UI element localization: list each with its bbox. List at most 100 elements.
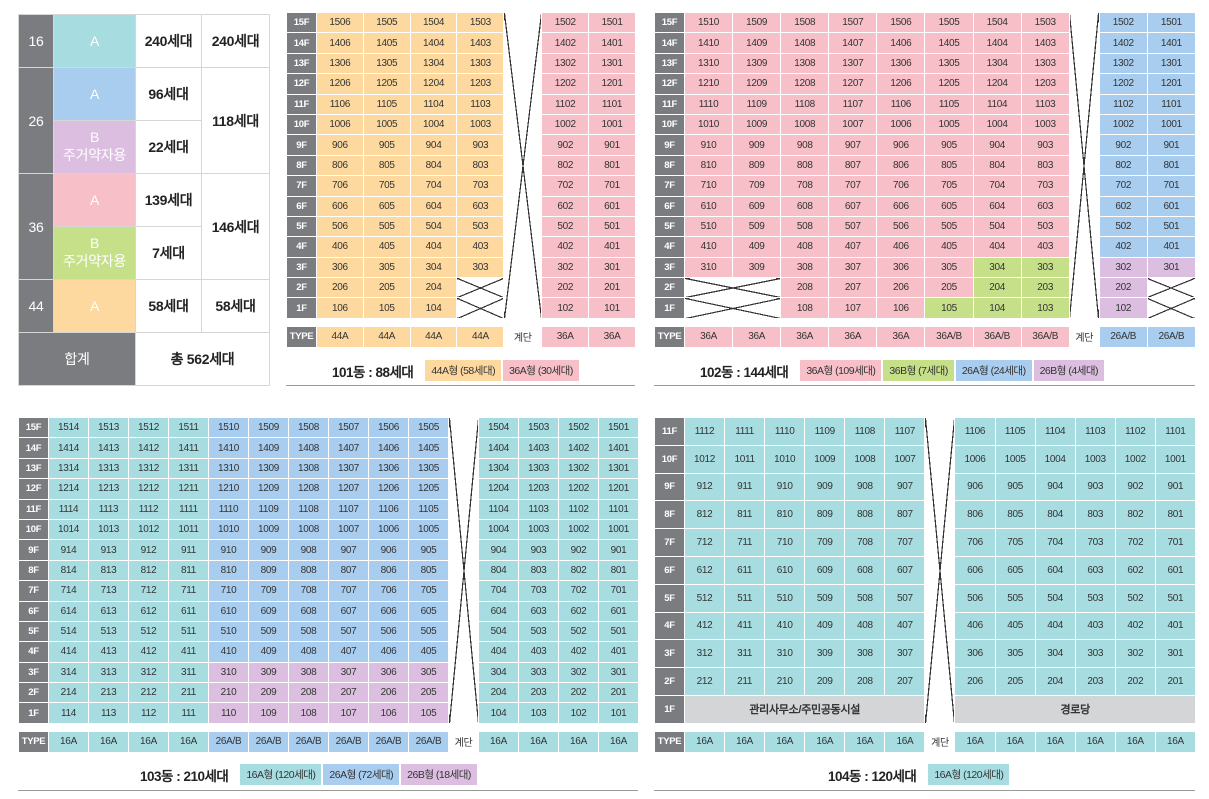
unit-cell: 710 (764, 528, 806, 557)
floor-label: 13F (18, 457, 49, 480)
table-row: 15F 1510 1509 1508 1507 1506 1505 1504 1503 1502 1… (654, 11, 1196, 319)
unit-cell: 105 (408, 702, 449, 724)
unit-cell: 1207 (328, 478, 369, 500)
type-label: TYPE (18, 730, 49, 753)
floor-label: 5F (18, 620, 49, 643)
ground-facility-left: 관리사무소/주민공동시설 (683, 694, 926, 724)
type-label: TYPE (654, 325, 685, 348)
type-cell: 16A (558, 730, 599, 753)
unit-cell: 405 (408, 641, 449, 663)
unit-cell: 607 (328, 600, 369, 622)
unit-cell: 907 (828, 134, 878, 156)
summary-subtype-note: 주거약자용 (63, 147, 126, 163)
unit-cell: 403 (456, 236, 505, 258)
floor-label: 11F (18, 498, 49, 520)
unit-cell: 507 (884, 583, 926, 613)
unit-cell: 1311 (168, 457, 209, 480)
unit-cell: 906 (954, 472, 996, 502)
floor-label: 3F (654, 256, 685, 279)
unit-cell: 809 (248, 559, 289, 582)
unit-cell: 501 (1146, 215, 1196, 238)
unit-cell: 505 (362, 215, 411, 238)
summary-total-cell: 146세대 (201, 173, 270, 280)
floor-label: 6F (18, 600, 49, 622)
unit-cell: 1005 (408, 518, 449, 541)
table-row: 12F 1206 1205 1204 1203 1202 1201 (286, 73, 636, 95)
unit-cell: 1506 (876, 11, 926, 34)
unit-cell: 805 (994, 500, 1036, 530)
unit-cell: 605 (924, 195, 974, 217)
floor-label: 4F (286, 236, 317, 258)
unit-cell: 505 (994, 583, 1036, 613)
unit-cell: 1010 (208, 518, 249, 541)
unit-cell: 304 (1034, 639, 1076, 669)
summary-subtype-note: 주거약자용 (63, 253, 126, 269)
unit-cell: 508 (288, 620, 329, 643)
legend-chip: 16A형 (120세대) (240, 764, 322, 785)
unit-cell: 306 (954, 639, 996, 669)
unit-cell: 1407 (328, 437, 369, 459)
unit-cell: 1402 (541, 32, 590, 54)
unit-cell: 604 (1034, 555, 1076, 585)
unit-cell: 1101 (588, 93, 636, 115)
unit-cell: 805 (362, 154, 411, 177)
type-cell: 16A (1114, 730, 1156, 753)
unit-cell: 808 (780, 154, 830, 177)
unit-cell: 801 (1146, 154, 1196, 177)
floor-label: 5F (654, 583, 685, 613)
unit-cell: 1303 (1020, 52, 1070, 75)
unit-cell: 1001 (588, 113, 636, 136)
unit-cell: 1204 (478, 478, 519, 500)
unit-cell: 1012 (683, 444, 726, 474)
floor-label: 2F (654, 277, 685, 299)
unit-cell: 1214 (48, 478, 89, 500)
unit-cell: 102 (1098, 297, 1148, 319)
unit-cell: 1012 (128, 518, 169, 541)
summary-subtype-label: A (89, 86, 100, 102)
type-cell: 36A/B (972, 325, 1022, 348)
unit-cell: 503 (1074, 583, 1116, 613)
type-cell: 16A (1034, 730, 1076, 753)
unit-cell: 702 (558, 580, 599, 602)
unit-cell: 1102 (1098, 93, 1148, 115)
unit-cell: 1104 (409, 93, 458, 115)
type-cell: 16A (994, 730, 1036, 753)
unit-cell: 1108 (844, 417, 886, 446)
unit-cell: 914 (48, 539, 89, 561)
unit-cell: 1102 (541, 93, 590, 115)
unit-cell: 312 (128, 661, 169, 684)
type-cell: 26A/B (208, 730, 249, 753)
unit-cell: 312 (683, 639, 726, 669)
unit-cell: 414 (48, 641, 89, 663)
unit-cell: 901 (1146, 134, 1196, 156)
unit-cell: 710 (208, 580, 249, 602)
unit-cell: 503 (456, 215, 505, 238)
unit-cell: 605 (408, 600, 449, 622)
stair-label: 계단 (1068, 325, 1100, 348)
unit-cell: 1109 (248, 498, 289, 520)
unit-cell: 604 (409, 195, 458, 217)
unit-cell: 1203 (1020, 73, 1070, 95)
unit-cell: 701 (1146, 175, 1196, 197)
type-cell: 16A (683, 730, 726, 753)
unit-cell: 912 (683, 472, 726, 502)
floor-label: 10F (286, 113, 317, 136)
floor-label: 15F (18, 416, 49, 439)
unit-cell: 1106 (954, 417, 996, 446)
table-row: 3F 312 311 310 309 308 307 306 305 304 303 302 301 (654, 639, 1196, 669)
legend-chip: 44A형 (58세대) (425, 360, 502, 381)
type-cell: 26A/B (248, 730, 289, 753)
unit-cell: 1112 (128, 498, 169, 520)
unit-cell: 101 (588, 297, 636, 319)
unit-cell: 1402 (558, 437, 599, 459)
table-row: 5F 514 513 512 511 510 509 508 507 506 505 504 503 50… (18, 620, 639, 643)
unit-cell: 1001 (598, 518, 639, 541)
unit-cell: 208 (780, 277, 830, 299)
unit-cell: 906 (876, 134, 926, 156)
unit-cell: 1506 (368, 416, 409, 439)
floor-label: 15F (286, 11, 317, 34)
type-cell: 16A (1154, 730, 1196, 753)
unit-cell: 909 (804, 472, 846, 502)
building-102-title: 102동 : 144세대 (700, 364, 789, 380)
unit-cell: 412 (683, 611, 726, 641)
